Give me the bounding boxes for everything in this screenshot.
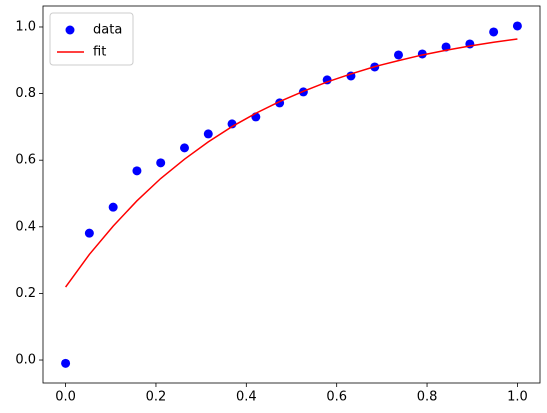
legend-label: fit bbox=[93, 45, 106, 60]
y-tick-label: 0.4 bbox=[15, 219, 36, 234]
fit-line bbox=[64, 38, 518, 288]
plot-frame bbox=[42, 5, 541, 384]
data-point bbox=[180, 143, 190, 153]
data-point bbox=[203, 129, 213, 139]
y-tick-label: 0.2 bbox=[15, 286, 36, 301]
data-point bbox=[108, 202, 118, 212]
data-point bbox=[489, 27, 499, 37]
y-tick-label: 0.8 bbox=[15, 86, 36, 101]
data-point bbox=[132, 166, 142, 176]
x-tick-label: 0.0 bbox=[55, 390, 76, 405]
data-point bbox=[61, 358, 71, 368]
legend-marker bbox=[65, 25, 75, 35]
x-tick-label: 0.4 bbox=[236, 390, 257, 405]
data-point bbox=[84, 228, 94, 238]
x-tick-label: 0.6 bbox=[326, 390, 347, 405]
legend-label: data bbox=[93, 23, 122, 38]
data-point bbox=[512, 21, 522, 31]
y-tick-label: 0.6 bbox=[15, 153, 36, 168]
x-tick-label: 1.0 bbox=[507, 390, 528, 405]
data-point bbox=[393, 50, 403, 60]
x-tick-label: 0.8 bbox=[417, 390, 438, 405]
data-point bbox=[156, 158, 166, 168]
y-tick-label: 0.0 bbox=[15, 353, 36, 368]
x-tick-label: 0.2 bbox=[146, 390, 167, 405]
y-tick-label: 1.0 bbox=[15, 19, 36, 34]
legend-box bbox=[49, 12, 134, 66]
